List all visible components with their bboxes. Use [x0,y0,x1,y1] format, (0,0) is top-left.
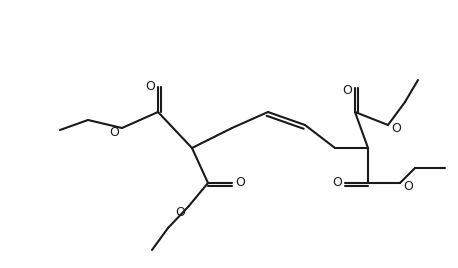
Text: O: O [391,122,401,136]
Text: O: O [235,177,245,189]
Text: O: O [109,125,119,139]
Text: O: O [342,84,352,96]
Text: O: O [175,206,185,218]
Text: O: O [403,181,413,193]
Text: O: O [145,80,155,94]
Text: O: O [332,177,342,189]
